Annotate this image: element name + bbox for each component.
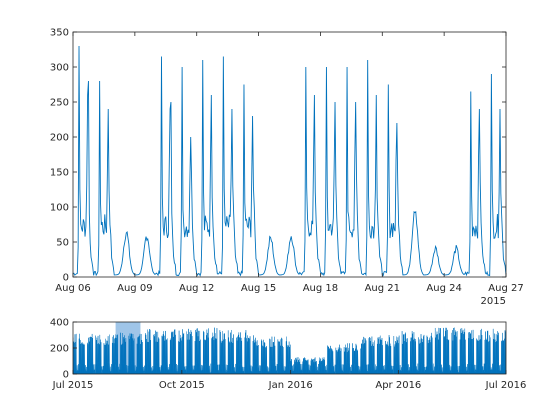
- overview-x-tick-label: Jul 2016: [485, 380, 527, 391]
- main-y-tick-label: 300: [50, 63, 69, 74]
- main-y-tick-label: 200: [50, 133, 69, 144]
- main-plot-axes: 0 50 100 150 200 250 300 350 Aug 06 Aug 09 Aug 12 A…: [50, 28, 524, 308]
- overview-plot-axes: 0 200 400 Jul 2015 Oct 2015 Jan 2016 Apr 2016 J…: [50, 318, 526, 392]
- main-year-label: 2015: [481, 296, 506, 307]
- overview-y-tick-label: 0: [63, 370, 69, 381]
- main-x-tick-label: Aug 21: [365, 283, 400, 294]
- main-plot-box: [72, 31, 507, 278]
- main-y-tick-label: 50: [56, 238, 69, 249]
- main-series-line: [73, 45, 506, 277]
- main-x-tick-label: Aug 15: [241, 283, 276, 294]
- main-x-tick-label: Aug 27: [488, 283, 523, 294]
- main-x-tick-label: Aug 12: [179, 283, 214, 294]
- overview-y-tick-label: 200: [50, 344, 69, 355]
- main-y-tick-label: 350: [50, 28, 69, 39]
- main-y-tick-label: 250: [50, 98, 69, 109]
- main-x-tick-label: Aug 24: [426, 283, 461, 294]
- main-x-tick-label: Aug 18: [303, 283, 338, 294]
- overview-series-area: [73, 327, 506, 374]
- overview-x-tick-label: Jul 2015: [52, 380, 94, 391]
- main-x-tick-label: Aug 06: [55, 283, 90, 294]
- overview-x-tick-label: Apr 2016: [375, 380, 421, 391]
- main-y-tick-label: 100: [50, 203, 69, 214]
- overview-x-tick-label: Jan 2016: [268, 380, 313, 391]
- main-x-tick-label: Aug 09: [117, 283, 152, 294]
- main-y-tick-label: 150: [50, 168, 69, 179]
- overview-y-tick-label: 400: [50, 318, 69, 329]
- main-y-tick-label: 0: [63, 273, 69, 284]
- overview-x-tick-label: Oct 2015: [159, 380, 205, 391]
